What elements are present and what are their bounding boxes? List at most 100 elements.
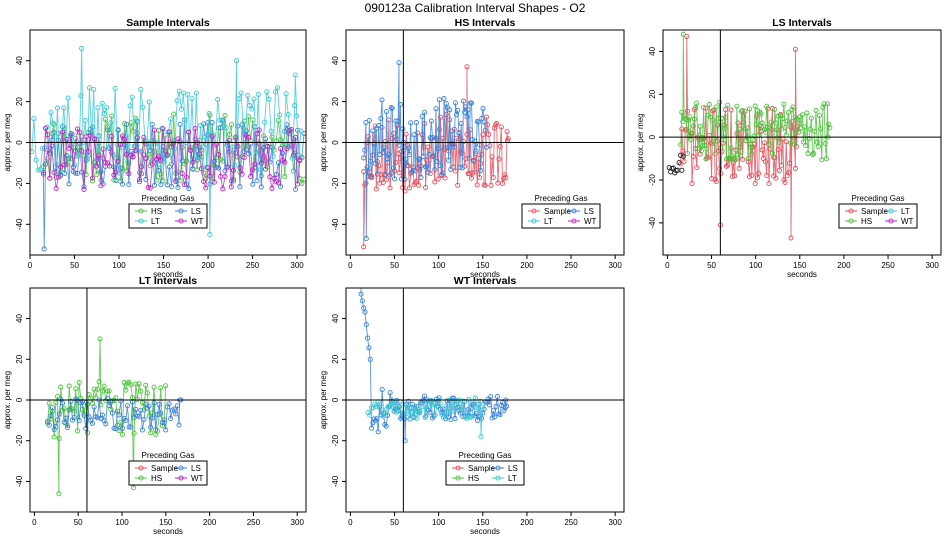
data-point	[209, 133, 215, 139]
plot-area	[666, 31, 833, 241]
data-point	[133, 117, 140, 123]
data-point	[387, 390, 393, 396]
data-point	[432, 179, 438, 185]
data-point	[379, 387, 385, 393]
data-point	[422, 414, 428, 420]
data-point	[61, 405, 67, 411]
data-point	[451, 144, 457, 150]
data-point	[290, 152, 296, 158]
data-point	[764, 103, 770, 109]
series-line-wt	[42, 127, 301, 190]
data-point	[160, 126, 166, 132]
data-point	[434, 158, 440, 165]
data-point	[369, 425, 375, 431]
data-point	[373, 186, 379, 192]
data-point	[50, 120, 56, 126]
data-point	[178, 106, 184, 112]
data-point	[250, 167, 256, 173]
legend: Preceding Gas Sample LT HS WT	[838, 194, 918, 229]
data-point	[717, 165, 723, 172]
data-point	[480, 132, 486, 138]
data-point	[479, 404, 485, 410]
data-point	[294, 113, 300, 119]
data-point	[72, 148, 78, 154]
data-point	[257, 167, 263, 173]
data-point	[415, 165, 421, 171]
data-point	[82, 118, 88, 124]
data-point	[179, 158, 185, 164]
data-point	[761, 126, 767, 132]
data-point	[44, 124, 50, 130]
data-point	[462, 109, 468, 115]
legend-label: Sample	[468, 464, 496, 473]
data-point	[213, 165, 219, 171]
data-point	[796, 129, 802, 135]
data-point	[414, 415, 420, 421]
data-point	[494, 394, 500, 400]
data-point	[95, 105, 101, 111]
data-point	[776, 167, 782, 173]
data-point	[123, 133, 129, 139]
data-point	[733, 157, 739, 163]
data-point	[482, 182, 488, 188]
data-point	[686, 117, 692, 123]
data-point	[478, 167, 484, 173]
data-point	[441, 96, 447, 102]
data-point	[131, 430, 137, 436]
y-tick-label: 40	[15, 56, 24, 65]
data-point	[71, 414, 77, 421]
data-point	[746, 106, 753, 112]
data-point	[267, 159, 273, 165]
data-point	[803, 143, 809, 149]
data-point	[781, 101, 787, 107]
data-point	[235, 143, 241, 149]
data-point	[763, 129, 769, 135]
data-point	[207, 231, 213, 238]
data-point	[54, 105, 60, 111]
data-point	[738, 108, 745, 114]
data-point	[236, 96, 242, 102]
y-tick-label: 0	[648, 134, 657, 139]
data-point	[476, 175, 483, 181]
data-point	[413, 178, 419, 184]
data-point	[433, 135, 439, 141]
data-point	[176, 88, 182, 94]
x-tick-label: 50	[390, 261, 399, 270]
data-point	[404, 142, 410, 148]
data-point	[431, 153, 437, 159]
data-point	[690, 123, 696, 129]
data-point	[144, 138, 150, 144]
data-point	[124, 121, 130, 128]
data-point	[749, 172, 755, 178]
data-point	[245, 93, 251, 99]
x-axis-label: seconds	[153, 527, 183, 536]
x-tick-label: 0	[348, 261, 353, 270]
data-point	[729, 152, 735, 158]
data-point	[119, 431, 125, 438]
data-point	[783, 139, 789, 145]
data-point	[362, 309, 368, 315]
legend-box	[128, 203, 208, 229]
x-tick-label: 300	[291, 518, 305, 527]
data-point	[493, 404, 499, 410]
data-point	[106, 402, 112, 408]
data-point	[73, 386, 79, 392]
data-point	[100, 146, 106, 152]
data-point	[449, 409, 455, 415]
data-point	[267, 174, 273, 180]
legend-box	[445, 460, 525, 486]
data-point	[192, 125, 198, 132]
data-point	[395, 151, 401, 157]
data-point	[99, 412, 106, 418]
data-point	[222, 113, 228, 119]
data-point	[704, 146, 710, 152]
data-point	[815, 144, 821, 150]
data-point	[60, 129, 66, 135]
data-point	[465, 107, 471, 113]
y-tick-label: 20	[648, 89, 657, 98]
data-point	[148, 430, 154, 436]
data-point	[805, 151, 811, 157]
data-point	[119, 181, 125, 187]
legend-label: WT	[191, 474, 204, 483]
data-point	[824, 101, 831, 107]
